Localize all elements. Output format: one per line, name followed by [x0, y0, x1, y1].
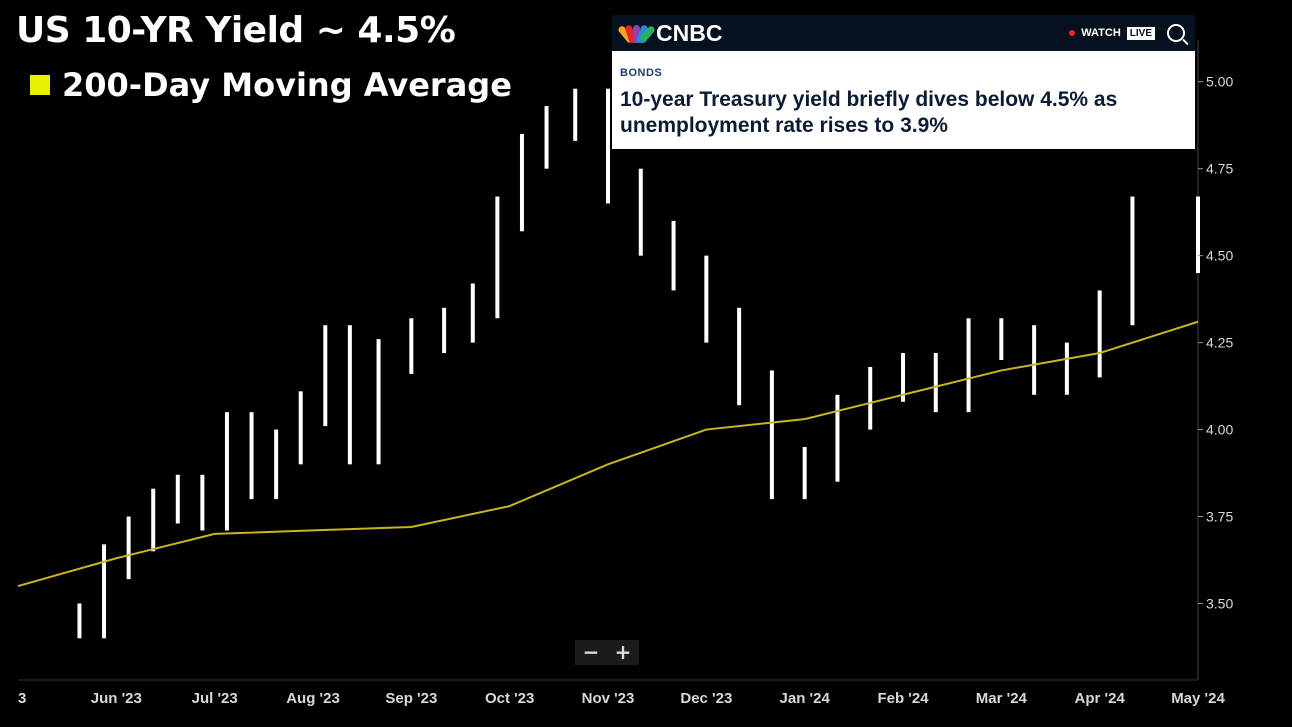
price-bar — [126, 516, 131, 580]
price-bar — [102, 544, 107, 639]
x-tick-label: Jan '24 — [780, 690, 831, 707]
y-tick-label: 3.50 — [1206, 595, 1233, 611]
price-bar — [901, 353, 905, 402]
chart-grid — [18, 40, 1199, 681]
peacock-icon — [617, 23, 656, 44]
price-bar — [224, 412, 229, 531]
zoom-controls: − + — [575, 640, 639, 665]
watch-live-button[interactable]: WATCH LIVE — [1069, 26, 1155, 40]
x-tick-label: Aug '23 — [286, 690, 340, 707]
price-bar — [544, 106, 549, 169]
price-bar — [274, 429, 279, 500]
y-tick-label: 4.75 — [1206, 161, 1233, 177]
x-tick-label: Mar '24 — [976, 690, 1028, 707]
legend: 200-Day Moving Average — [30, 66, 512, 104]
y-tick-label: 5.00 — [1206, 74, 1233, 90]
price-bar — [1097, 290, 1102, 378]
news-headline[interactable]: 10-year Treasury yield briefly dives bel… — [620, 88, 1118, 137]
y-tick-label: 4.25 — [1206, 335, 1233, 351]
price-bar — [1032, 325, 1037, 395]
x-tick-label: Sep '23 — [385, 690, 437, 707]
price-bar — [200, 474, 205, 531]
x-tick-label: May '24 — [1171, 690, 1225, 707]
price-bar — [409, 318, 414, 374]
price-bar — [769, 370, 774, 500]
legend-label: 200-Day Moving Average — [62, 66, 512, 104]
price-bar — [442, 307, 447, 354]
cnbc-logo[interactable]: CNBC — [617, 19, 723, 47]
y-tick-label: 4.00 — [1206, 422, 1233, 438]
legend-swatch — [30, 75, 50, 95]
brand-name: CNBC — [656, 19, 723, 46]
x-axis: 3 Jun '23 Jul '23 Aug '23 Sep '23 Oct '23 Nov … — [18, 690, 1225, 707]
x-tick-label: Dec '23 — [680, 690, 732, 707]
x-tick-label: Feb '24 — [877, 690, 929, 707]
price-bar — [999, 318, 1004, 360]
x-tick-label: Apr '24 — [1075, 690, 1126, 707]
price-bars — [77, 88, 1200, 639]
price-bar — [606, 88, 610, 204]
price-bar — [151, 488, 156, 552]
price-bar — [802, 446, 807, 500]
search-icon[interactable] — [1167, 24, 1185, 42]
price-bar — [519, 133, 524, 232]
news-card[interactable]: CNBC WATCH LIVE BONDS 10-year Treasury y… — [612, 15, 1195, 149]
price-bar — [1196, 196, 1200, 274]
y-axis: 5.00 4.75 4.50 4.25 4.00 3.75 3.50 — [1198, 74, 1233, 611]
price-bar — [77, 603, 82, 639]
price-bar — [376, 339, 381, 465]
price-bar — [933, 353, 938, 413]
price-bar — [835, 394, 840, 482]
chart-title: US 10-YR Yield ~ 4.5% — [16, 10, 456, 51]
moving-average-line — [17, 320, 1199, 588]
price-bar — [868, 366, 873, 430]
price-bar — [573, 88, 578, 141]
y-tick-label: 3.75 — [1206, 509, 1233, 525]
price-bar — [175, 474, 180, 524]
live-badge: LIVE — [1126, 26, 1155, 40]
zoom-in-button[interactable]: + — [614, 640, 632, 664]
price-bar — [1064, 342, 1069, 395]
price-bar — [704, 255, 709, 343]
price-bar — [966, 318, 971, 413]
price-bar — [671, 220, 676, 291]
price-bar — [323, 325, 328, 427]
moving-average-path — [17, 320, 1199, 588]
price-bar — [470, 283, 475, 343]
news-category[interactable]: BONDS — [620, 67, 663, 79]
x-tick-label: Jul '23 — [192, 690, 238, 707]
x-tick-label: Oct '23 — [485, 690, 534, 707]
zoom-out-button[interactable]: − — [582, 640, 600, 664]
price-bar — [249, 412, 254, 500]
price-bar — [347, 325, 352, 465]
price-bar — [638, 168, 643, 256]
price-bar — [1130, 196, 1135, 326]
price-bar — [298, 391, 303, 465]
price-bar — [737, 307, 742, 406]
news-header: CNBC WATCH LIVE — [612, 15, 1195, 51]
x-tick-label: Jun '23 — [91, 690, 142, 707]
y-tick-label: 4.50 — [1206, 248, 1233, 264]
x-tick-label: Nov '23 — [582, 690, 635, 707]
x-tick-label: 3 — [18, 690, 26, 707]
watch-label: WATCH — [1081, 27, 1121, 39]
price-bar — [495, 196, 500, 319]
live-dot-icon — [1069, 30, 1076, 36]
